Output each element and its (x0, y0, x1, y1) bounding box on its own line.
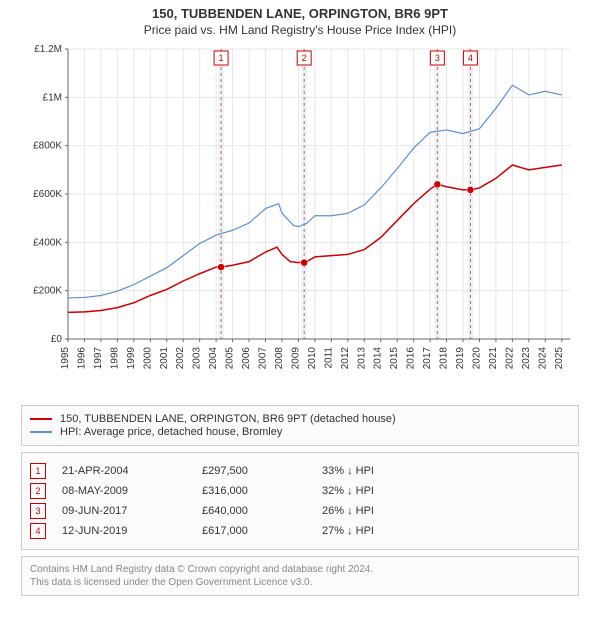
svg-text:2006: 2006 (241, 347, 252, 370)
svg-text:2013: 2013 (356, 347, 367, 370)
transaction-price: £640,000 (202, 505, 322, 517)
svg-text:2012: 2012 (340, 347, 351, 370)
svg-text:2004: 2004 (208, 347, 219, 370)
transaction-date: 09-JUN-2017 (62, 505, 202, 517)
transaction-diff: 32% ↓ HPI (322, 485, 570, 497)
table-row: 1 21-APR-2004£297,50033% ↓ HPI (30, 463, 570, 479)
svg-text:2008: 2008 (274, 347, 285, 370)
svg-text:2015: 2015 (389, 347, 400, 370)
table-row: 3 09-JUN-2017£640,00026% ↓ HPI (30, 503, 570, 519)
svg-text:2014: 2014 (373, 347, 384, 370)
svg-text:2024: 2024 (537, 347, 548, 370)
svg-text:2003: 2003 (192, 347, 203, 370)
svg-text:£600K: £600K (33, 189, 62, 200)
svg-text:2021: 2021 (488, 347, 499, 370)
legend-row-subject: 150, TUBBENDEN LANE, ORPINGTON, BR6 9PT … (30, 413, 570, 425)
transaction-price: £617,000 (202, 525, 322, 537)
svg-text:1995: 1995 (60, 347, 71, 370)
svg-text:1996: 1996 (76, 347, 87, 370)
chart-title-subtitle: Price paid vs. HM Land Registry's House … (0, 23, 600, 37)
svg-text:£1M: £1M (43, 92, 62, 103)
table-row: 2 08-MAY-2009£316,00032% ↓ HPI (30, 483, 570, 499)
svg-text:2023: 2023 (521, 347, 532, 370)
table-row: 4 12-JUN-2019£617,00027% ↓ HPI (30, 523, 570, 539)
legend-label-subject: 150, TUBBENDEN LANE, ORPINGTON, BR6 9PT … (60, 413, 396, 425)
license-line-2: This data is licensed under the Open Gov… (30, 576, 570, 589)
transaction-date: 21-APR-2004 (62, 465, 202, 477)
svg-text:£800K: £800K (33, 141, 62, 152)
transaction-date: 08-MAY-2009 (62, 485, 202, 497)
legend-row-hpi: HPI: Average price, detached house, Brom… (30, 426, 570, 438)
transaction-marker: 3 (30, 503, 46, 519)
chart-legend: 150, TUBBENDEN LANE, ORPINGTON, BR6 9PT … (21, 405, 579, 446)
svg-text:2020: 2020 (471, 347, 482, 370)
svg-text:1: 1 (219, 53, 224, 63)
svg-text:2022: 2022 (504, 347, 515, 370)
license-notice: Contains HM Land Registry data © Crown c… (21, 556, 579, 596)
transaction-diff: 33% ↓ HPI (322, 465, 570, 477)
license-line-1: Contains HM Land Registry data © Crown c… (30, 563, 570, 576)
svg-text:2002: 2002 (175, 347, 186, 370)
legend-swatch-hpi (30, 431, 52, 433)
legend-swatch-subject (30, 418, 52, 420)
svg-text:2001: 2001 (159, 347, 170, 370)
svg-text:2011: 2011 (323, 347, 334, 369)
svg-text:2019: 2019 (455, 347, 466, 370)
svg-text:£200K: £200K (33, 286, 62, 297)
svg-text:2016: 2016 (406, 347, 417, 370)
transaction-diff: 26% ↓ HPI (322, 505, 570, 517)
svg-text:2005: 2005 (225, 347, 236, 370)
svg-text:£0: £0 (51, 334, 63, 345)
transactions-table: 1 21-APR-2004£297,50033% ↓ HPI 2 08-MAY-200… (21, 452, 579, 550)
svg-text:4: 4 (468, 53, 473, 63)
svg-text:2000: 2000 (142, 347, 153, 370)
chart-title-block: 150, TUBBENDEN LANE, ORPINGTON, BR6 9PT … (0, 0, 600, 39)
svg-text:2018: 2018 (439, 347, 450, 370)
chart-title-address: 150, TUBBENDEN LANE, ORPINGTON, BR6 9PT (0, 6, 600, 21)
svg-text:3: 3 (435, 53, 440, 63)
svg-text:1999: 1999 (126, 347, 137, 370)
legend-label-hpi: HPI: Average price, detached house, Brom… (60, 426, 282, 438)
transaction-price: £316,000 (202, 485, 322, 497)
svg-text:2007: 2007 (258, 347, 269, 370)
svg-text:£400K: £400K (33, 237, 62, 248)
transaction-marker: 2 (30, 483, 46, 499)
svg-text:£1.2M: £1.2M (34, 44, 62, 55)
transaction-marker: 4 (30, 523, 46, 539)
svg-text:1998: 1998 (109, 347, 120, 370)
svg-text:2017: 2017 (422, 347, 433, 370)
svg-text:1997: 1997 (93, 347, 104, 370)
svg-text:2009: 2009 (290, 347, 301, 370)
transaction-date: 12-JUN-2019 (62, 525, 202, 537)
transaction-marker: 1 (30, 463, 46, 479)
svg-text:2: 2 (302, 53, 307, 63)
price-chart: £0 £200K £400K £600K £800K £1M £1.2M 1995 1996 19… (20, 39, 580, 399)
transaction-diff: 27% ↓ HPI (322, 525, 570, 537)
svg-text:2025: 2025 (554, 347, 565, 370)
svg-text:2010: 2010 (307, 347, 318, 370)
transaction-price: £297,500 (202, 465, 322, 477)
